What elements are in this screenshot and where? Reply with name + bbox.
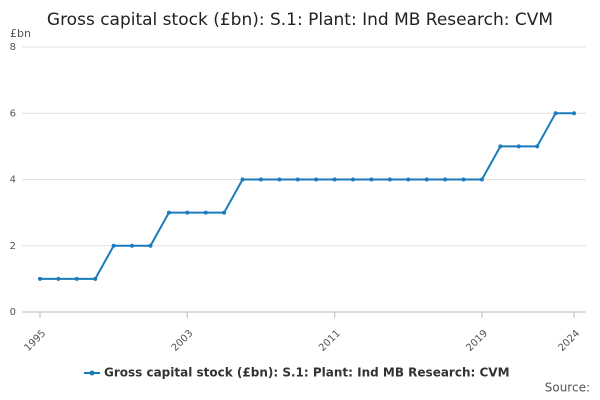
y-tick-label: 2 <box>10 241 16 252</box>
chart-title: Gross capital stock (£bn): S.1: Plant: I… <box>47 10 553 30</box>
point <box>461 177 466 182</box>
point <box>203 210 208 215</box>
point <box>535 144 540 149</box>
point <box>130 243 135 248</box>
point <box>74 276 79 281</box>
y-tick-label: 0 <box>10 307 16 318</box>
point <box>277 177 282 182</box>
point <box>332 177 337 182</box>
y-axis-label: £bn <box>10 27 31 40</box>
point <box>572 111 576 116</box>
y-tick-label: 8 <box>10 42 16 53</box>
legend-swatch-point <box>89 370 95 376</box>
y-tick-label: 6 <box>10 108 16 119</box>
source: Source: <box>545 381 590 395</box>
line <box>40 112 574 280</box>
x-tick-label: 2003 <box>170 328 196 354</box>
point <box>148 243 153 248</box>
point <box>314 177 319 182</box>
point <box>351 177 356 182</box>
x-tick-label: 2019 <box>464 328 490 354</box>
point <box>222 210 227 215</box>
x-tick-label: 1995 <box>22 328 48 354</box>
point <box>240 177 245 182</box>
y-tick-label: 4 <box>10 175 16 186</box>
point <box>553 111 558 116</box>
point <box>185 210 190 215</box>
point <box>93 276 98 281</box>
point <box>369 177 374 182</box>
point <box>56 276 61 281</box>
legend-label: Gross capital stock (£bn): S.1: Plant: I… <box>104 366 510 380</box>
x-tick-label: 2011 <box>317 328 343 354</box>
point <box>166 210 171 215</box>
point <box>387 177 392 182</box>
point <box>498 144 503 149</box>
point <box>479 177 484 182</box>
point <box>38 276 42 281</box>
point <box>516 144 521 149</box>
point <box>443 177 448 182</box>
x-tick-label: 2024 <box>556 328 582 354</box>
point <box>406 177 411 182</box>
point <box>295 177 300 182</box>
point <box>424 177 429 182</box>
point <box>258 177 263 182</box>
point <box>111 243 116 248</box>
